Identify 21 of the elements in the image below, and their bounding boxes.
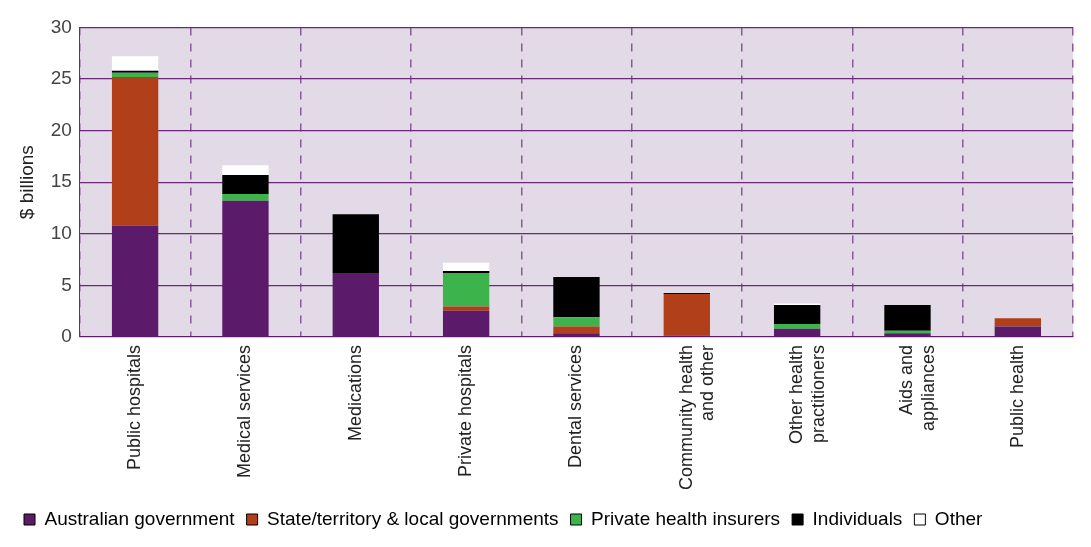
legend-label: Private health insurers [591,507,781,529]
y-tick-label: 5 [61,273,72,295]
legend-label: Other [934,507,984,529]
y-tick-label: 15 [50,170,72,192]
x-tick-label: Medications [344,344,365,441]
x-tick-label: Dental services [565,344,586,468]
x-tick-label: Public hospitals [124,344,145,471]
x-tick-label: Community health and other [675,344,718,491]
y-axis-title: $ billions [15,145,37,220]
legend-label: Individuals [812,507,903,529]
legend-label: Australian government [44,507,236,529]
y-tick-label: 0 [61,325,72,347]
y-tick-label: 10 [50,221,72,243]
y-tick-label: 30 [50,15,72,37]
legend-label: State/territory & local governments [267,507,559,529]
x-tick-label: Private hospitals [455,344,476,478]
x-tick-label: Public health [1006,344,1027,449]
y-tick-label: 25 [50,67,72,89]
x-tick-label: Aids and appliances [896,344,939,431]
x-tick-label: Medical services [234,344,255,478]
y-tick-label: 20 [50,118,72,140]
